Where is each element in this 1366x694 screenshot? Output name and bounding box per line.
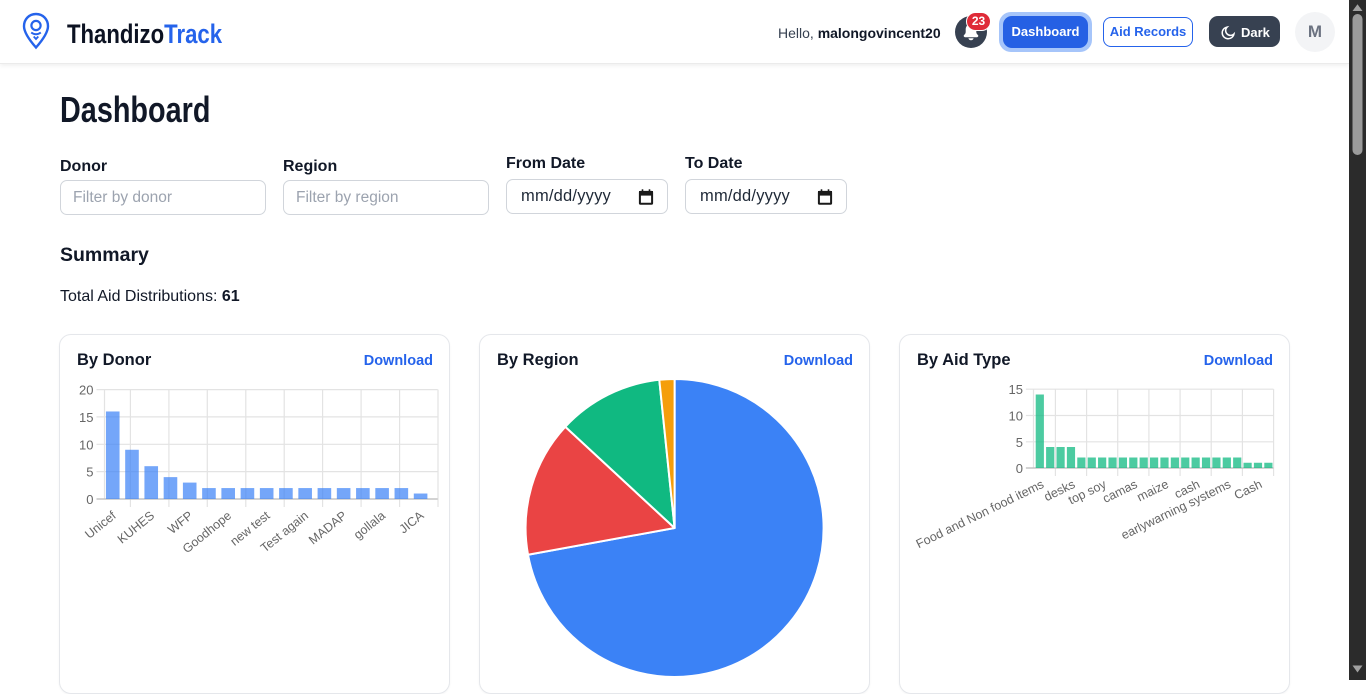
svg-text:0: 0 xyxy=(1016,461,1023,476)
svg-text:5: 5 xyxy=(1016,435,1023,450)
svg-text:10: 10 xyxy=(79,437,93,452)
svg-text:MADAP: MADAP xyxy=(306,508,349,547)
svg-text:WFP: WFP xyxy=(165,508,195,536)
svg-text:Cash: Cash xyxy=(1232,477,1264,502)
svg-text:gollala: gollala xyxy=(351,508,388,542)
svg-text:maize: maize xyxy=(1135,477,1171,504)
svg-text:Unicef: Unicef xyxy=(82,508,119,542)
svg-text:0: 0 xyxy=(86,492,93,507)
svg-text:JICA: JICA xyxy=(397,508,427,536)
svg-text:15: 15 xyxy=(79,410,93,425)
svg-text:15: 15 xyxy=(1009,382,1023,397)
svg-text:5: 5 xyxy=(86,465,93,480)
svg-text:10: 10 xyxy=(1009,409,1023,424)
svg-text:20: 20 xyxy=(79,383,93,398)
svg-text:KUHES: KUHES xyxy=(115,508,157,546)
svg-text:Food and Non food items: Food and Non food items xyxy=(914,477,1046,551)
